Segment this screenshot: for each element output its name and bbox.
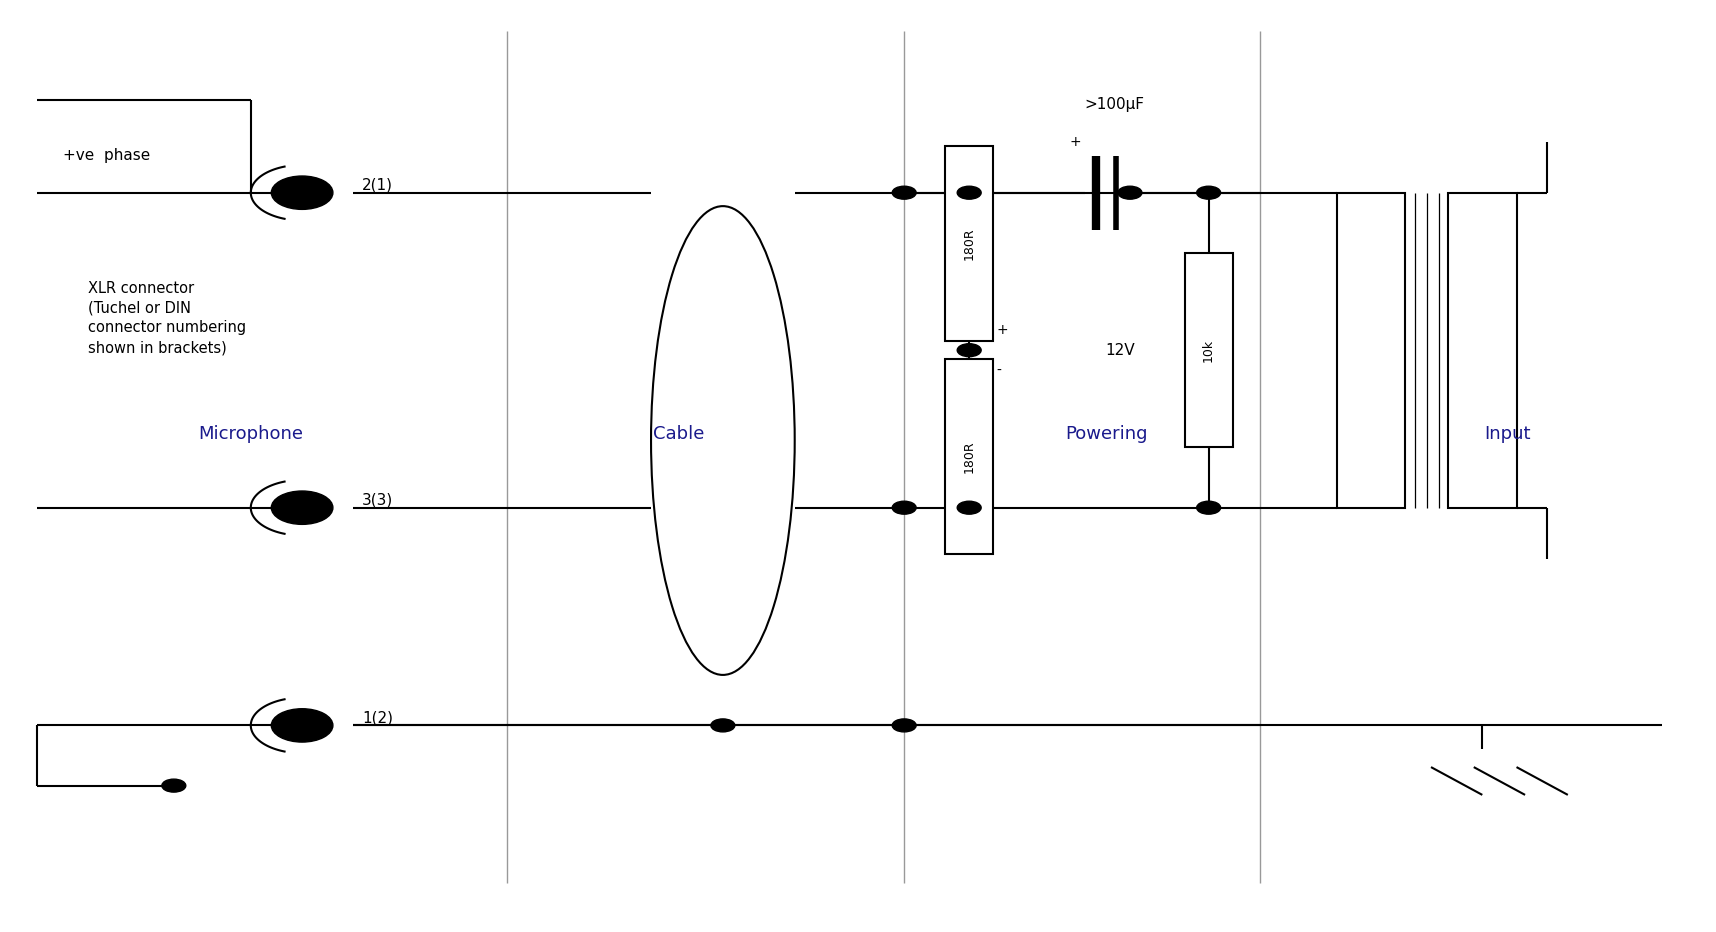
Circle shape — [161, 779, 185, 792]
Circle shape — [271, 708, 333, 742]
Circle shape — [892, 501, 916, 514]
Circle shape — [892, 186, 916, 199]
Text: -: - — [997, 363, 1002, 377]
Text: XLR connector
(Tuchel or DIN
connector numbering
shown in brackets): XLR connector (Tuchel or DIN connector n… — [88, 281, 247, 355]
Text: 180R: 180R — [963, 227, 976, 260]
Text: Microphone: Microphone — [199, 425, 304, 443]
Circle shape — [710, 719, 734, 732]
Circle shape — [271, 491, 333, 525]
Text: +: + — [1069, 135, 1081, 149]
Text: 12V: 12V — [1105, 343, 1134, 358]
Circle shape — [958, 186, 982, 199]
Circle shape — [958, 344, 982, 357]
Circle shape — [271, 176, 333, 210]
Bar — [946, 360, 994, 554]
Text: Input: Input — [1484, 425, 1531, 443]
Bar — [1184, 253, 1232, 447]
Bar — [1337, 193, 1405, 508]
Circle shape — [958, 501, 982, 514]
Bar — [946, 146, 994, 341]
Text: 2(1): 2(1) — [362, 178, 393, 193]
Circle shape — [1119, 186, 1141, 199]
Text: Powering: Powering — [1064, 425, 1148, 443]
Text: +: + — [997, 322, 1009, 336]
Text: 10k: 10k — [1203, 338, 1215, 362]
Circle shape — [1196, 501, 1220, 514]
Text: +ve  phase: +ve phase — [63, 148, 149, 163]
Circle shape — [892, 719, 916, 732]
Text: Cable: Cable — [652, 425, 704, 443]
Text: 180R: 180R — [963, 441, 976, 473]
Text: 1(2): 1(2) — [362, 710, 393, 725]
Text: >100μF: >100μF — [1085, 97, 1145, 112]
Bar — [1448, 193, 1517, 508]
Circle shape — [1196, 186, 1220, 199]
Ellipse shape — [650, 206, 795, 675]
Text: 3(3): 3(3) — [362, 493, 393, 508]
